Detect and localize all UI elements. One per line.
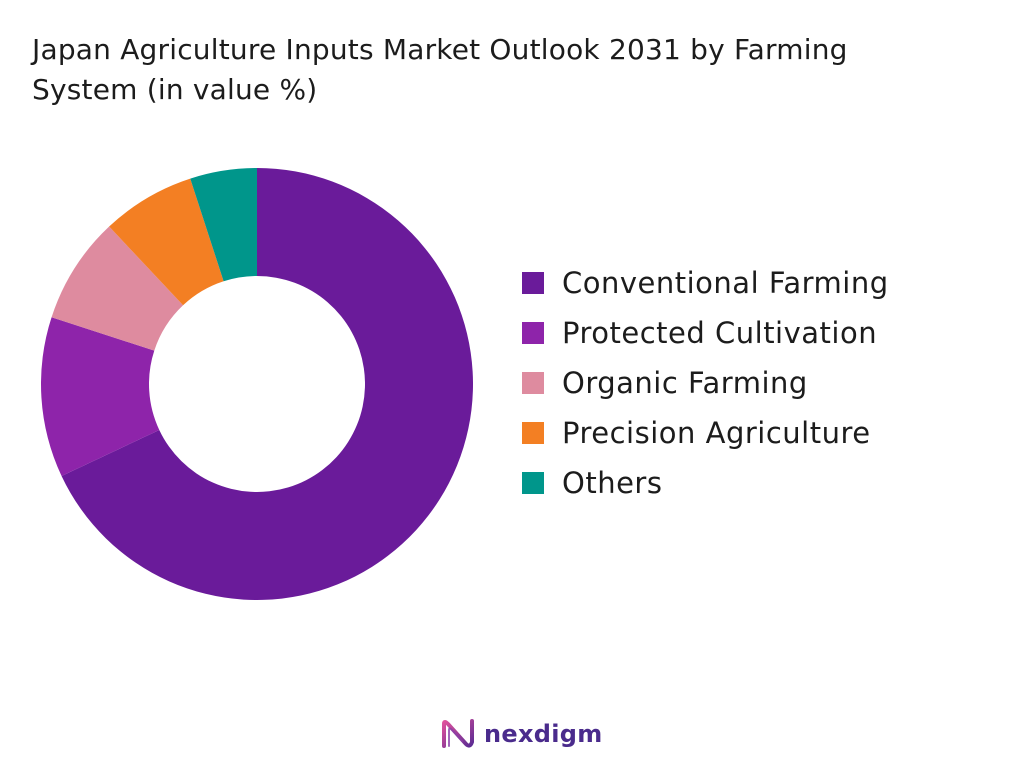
- legend-item: Conventional Farming: [522, 258, 889, 308]
- legend-label: Others: [562, 466, 663, 500]
- legend-swatch: [522, 472, 544, 494]
- donut-slice-others: [190, 168, 257, 282]
- legend-item: Protected Cultivation: [522, 308, 889, 358]
- legend-swatch: [522, 422, 544, 444]
- legend-label: Organic Farming: [562, 366, 808, 400]
- donut-slices: [40, 168, 474, 600]
- nexdigm-logo-icon: [442, 719, 474, 748]
- legend-swatch: [522, 372, 544, 394]
- legend-label: Conventional Farming: [562, 266, 889, 300]
- donut-slice-organic-farming: [51, 226, 184, 351]
- legend-item: Precision Agriculture: [522, 408, 889, 458]
- legend-label: Precision Agriculture: [562, 416, 871, 450]
- donut-slice-conventional-farming: [61, 168, 474, 600]
- donut-slice-protected-cultivation: [40, 317, 160, 476]
- legend-swatch: [522, 272, 544, 294]
- legend-item: Organic Farming: [522, 358, 889, 408]
- legend-label: Protected Cultivation: [562, 316, 878, 350]
- brand-name: nexdigm: [484, 720, 603, 748]
- legend-swatch: [522, 322, 544, 344]
- chart-title: Japan Agriculture Inputs Market Outlook …: [32, 33, 848, 106]
- chart-legend: Conventional Farming Protected Cultivatio…: [522, 258, 889, 508]
- legend-item: Others: [522, 458, 889, 508]
- brand-footer: nexdigm: [440, 714, 603, 754]
- donut-slice-precision-agriculture: [109, 178, 224, 306]
